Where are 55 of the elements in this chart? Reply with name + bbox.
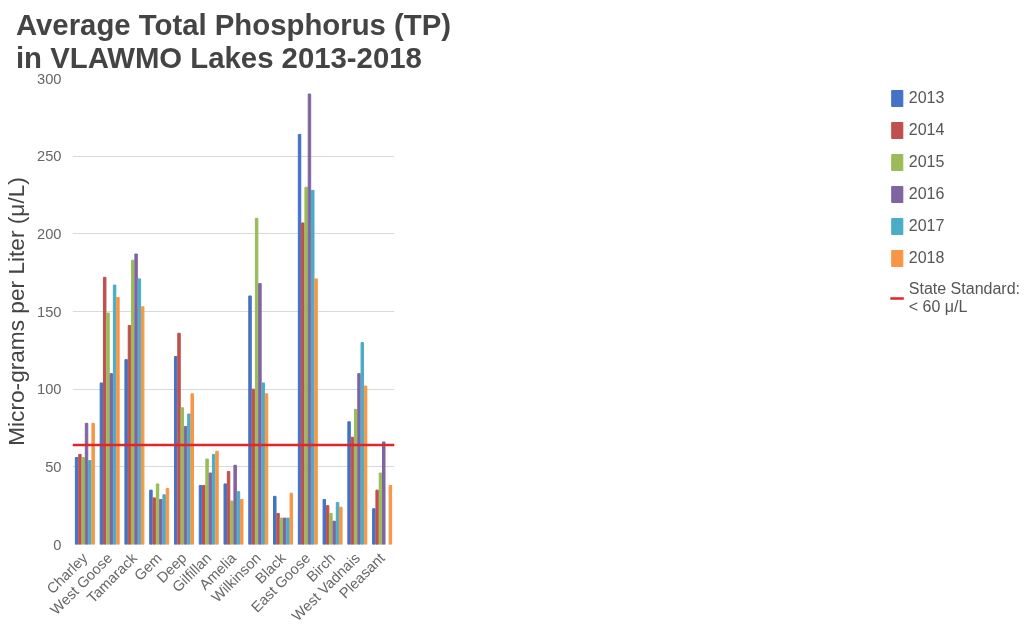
y-tick-label: 200	[37, 225, 62, 242]
bar	[254, 217, 259, 545]
bar	[248, 295, 252, 545]
bar	[388, 484, 393, 545]
bar	[375, 489, 379, 545]
legend-label: 2018	[908, 249, 945, 267]
y-tick-label: 100	[37, 381, 62, 398]
bar	[106, 312, 110, 545]
bar	[240, 498, 244, 545]
legend-label: 2015	[908, 153, 945, 171]
bar	[81, 457, 85, 545]
bar	[258, 283, 262, 545]
bar	[311, 189, 315, 545]
bar	[162, 494, 166, 545]
bar	[304, 186, 308, 545]
legend-label: 2014	[908, 121, 945, 139]
bar	[177, 332, 181, 545]
bar	[137, 278, 142, 545]
bar	[140, 306, 145, 545]
bar	[276, 512, 280, 545]
bar	[382, 441, 386, 545]
y-tick-label: 150	[37, 303, 62, 320]
legend-label: 2013	[908, 89, 945, 107]
bar	[273, 495, 277, 545]
bar	[332, 520, 336, 545]
bar	[152, 497, 156, 545]
bar	[180, 407, 185, 545]
bar	[314, 278, 318, 545]
bar	[91, 422, 95, 545]
legend-label: 2017	[908, 217, 945, 235]
y-tick-label: 0	[53, 536, 62, 553]
bar	[251, 388, 256, 545]
legend-label: State Standard: < 60 μ/L	[908, 280, 1020, 316]
y-tick-label: 250	[37, 148, 62, 165]
legend-label: 2016	[908, 185, 945, 203]
bar	[261, 382, 265, 545]
bar	[208, 472, 213, 545]
y-tick-label: 50	[45, 458, 62, 475]
bar	[329, 512, 333, 545]
bar	[325, 505, 330, 545]
bar	[215, 450, 219, 545]
bar	[233, 464, 237, 545]
bar	[322, 498, 327, 545]
bar	[124, 359, 128, 545]
bar	[116, 297, 120, 545]
bar	[347, 421, 351, 545]
y-axis-title: Micro-grams per Liter (μ/L)	[3, 177, 30, 446]
bar	[109, 373, 114, 545]
bar	[360, 342, 365, 545]
bar	[205, 458, 209, 545]
bar	[223, 483, 227, 545]
bar	[289, 492, 294, 545]
bar	[339, 506, 343, 545]
bar	[149, 489, 153, 545]
bar	[190, 393, 194, 545]
